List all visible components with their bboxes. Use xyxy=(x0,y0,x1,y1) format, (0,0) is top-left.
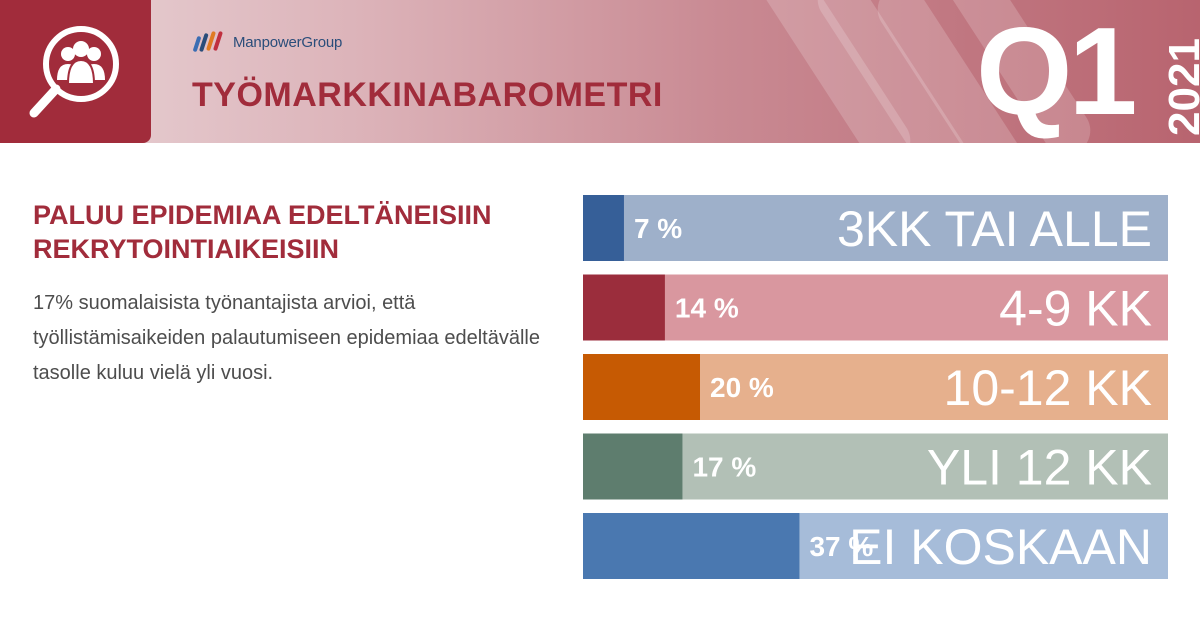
bar-track-4-9-kk xyxy=(583,274,1168,341)
bar-group-yli-12-kk: 17 % YLI 12 KK xyxy=(583,433,1168,500)
headline: PALUU EPIDEMIAA EDELTÄNEISIIN REKRYTOINT… xyxy=(33,198,492,266)
header-banner: ManpowerGroup TYÖMARKKINABAROMETRI Q1 20… xyxy=(0,0,1200,143)
value-label: 20 % xyxy=(710,372,774,403)
bar-group-10-12-kk: 20 % 10-12 KK xyxy=(583,354,1168,420)
manpowergroup-logo: ManpowerGroup xyxy=(193,30,342,54)
header-title: TYÖMARKKINABAROMETRI xyxy=(192,76,663,114)
recruitment-icon-box xyxy=(0,0,151,143)
bar-3kk-tai-alle xyxy=(583,195,624,261)
category-label: EI KOSKAAN xyxy=(849,519,1152,575)
quarter-label: Q1 xyxy=(976,3,1137,141)
category-label: 3KK TAI ALLE xyxy=(837,201,1152,257)
bar-4-9-kk xyxy=(583,274,665,341)
bar-yli-12-kk xyxy=(583,433,683,500)
people-search-icon xyxy=(29,26,119,118)
bar-group-3kk-tai-alle: 7 % 3KK TAI ALLE xyxy=(583,195,1168,261)
manpowergroup-logo-icon xyxy=(193,31,223,52)
logo-text: ManpowerGroup xyxy=(233,33,343,51)
headline-line-1: PALUU EPIDEMIAA EDELTÄNEISIIN xyxy=(33,200,492,230)
value-label: 37 % xyxy=(809,531,873,562)
bar-group-ei-koskaan: 37 %EI KOSKAAN xyxy=(583,513,1168,579)
category-label: 10-12 KK xyxy=(944,360,1152,416)
bar-ei-koskaan xyxy=(583,513,800,579)
year-label: 2021 xyxy=(1160,38,1200,136)
value-label: 7 % xyxy=(634,213,682,244)
bar-group-4-9-kk: 14 % 4-9 KK xyxy=(583,274,1168,341)
bar-track-3kk-tai-alle xyxy=(583,195,1168,261)
bar-10-12-kk xyxy=(583,354,700,420)
category-label: 4-9 KK xyxy=(999,281,1152,337)
value-label: 14 % xyxy=(675,293,739,324)
value-label: 17 % xyxy=(692,452,756,483)
headline-line-2: REKRYTOINTIAIKEISIIN xyxy=(33,234,340,264)
body-text: 17% suomalaisista työnantajista arvioi, … xyxy=(33,292,540,384)
hiring-return-bar-chart: 7 % 3KK TAI ALLE 14 % 4-9 KK 20 % 10-12 KK 17 … xyxy=(583,195,1168,579)
category-label: YLI 12 KK xyxy=(927,440,1152,496)
